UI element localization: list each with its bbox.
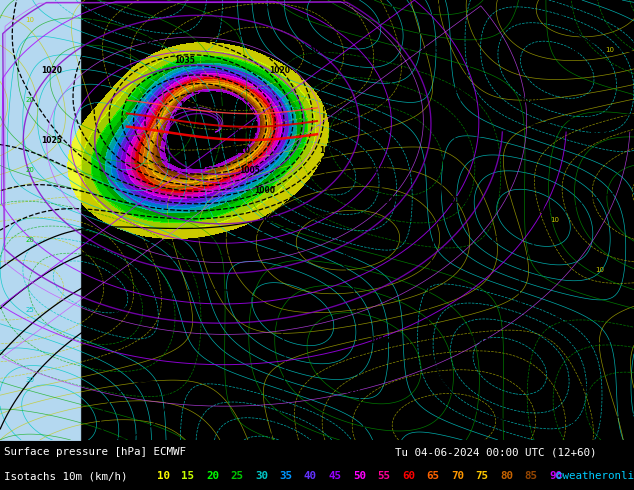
Text: 1010: 1010: [339, 386, 361, 394]
Text: 25: 25: [25, 307, 34, 313]
Text: 1010: 1010: [230, 146, 250, 154]
Text: 1020: 1020: [569, 46, 590, 54]
Text: 20: 20: [25, 237, 34, 243]
Text: 10: 10: [605, 47, 614, 53]
Text: 20: 20: [25, 97, 34, 103]
Text: 1025: 1025: [309, 46, 330, 54]
Text: 20: 20: [206, 471, 219, 481]
Text: 65: 65: [427, 471, 439, 481]
Text: 1010: 1010: [489, 236, 510, 245]
Text: 1020: 1020: [269, 66, 290, 74]
Text: 85: 85: [524, 471, 538, 481]
Text: 1005: 1005: [240, 166, 261, 174]
Text: 1015: 1015: [420, 46, 441, 54]
Text: 10: 10: [595, 267, 604, 273]
Text: Isotachs 10m (km/h): Isotachs 10m (km/h): [4, 471, 127, 481]
Text: 45: 45: [328, 471, 342, 481]
Text: 75: 75: [476, 471, 489, 481]
Text: 70: 70: [451, 471, 464, 481]
Text: 1015: 1015: [540, 205, 560, 215]
Text: Surface pressure [hPa] ECMWF: Surface pressure [hPa] ECMWF: [4, 447, 186, 457]
Text: 60: 60: [402, 471, 415, 481]
Text: 1050: 1050: [179, 100, 200, 109]
Text: 1005: 1005: [370, 166, 391, 174]
Text: 1010: 1010: [380, 196, 401, 204]
Text: 1010: 1010: [450, 196, 470, 204]
Text: 1025: 1025: [42, 136, 62, 145]
Text: 20: 20: [25, 167, 34, 173]
Text: 30: 30: [25, 377, 34, 383]
Text: 10: 10: [25, 17, 34, 23]
Text: 30: 30: [255, 471, 268, 481]
Text: 1015: 1015: [370, 336, 391, 344]
Text: 1005: 1005: [320, 146, 340, 154]
Text: 990: 990: [272, 241, 288, 249]
Text: 1005: 1005: [365, 125, 385, 134]
Text: 1015: 1015: [210, 105, 230, 115]
Text: 1000: 1000: [254, 186, 276, 195]
Text: 1010: 1010: [569, 386, 590, 394]
Text: 1015: 1015: [450, 85, 470, 95]
Text: 10: 10: [550, 217, 559, 223]
Text: 15: 15: [181, 471, 195, 481]
Text: 40: 40: [304, 471, 317, 481]
Text: 55: 55: [377, 471, 391, 481]
Text: 1015: 1015: [590, 125, 611, 134]
Text: ©weatheronline.co.uk: ©weatheronline.co.uk: [556, 471, 634, 481]
Text: 1015: 1015: [470, 336, 491, 344]
Text: 1015: 1015: [219, 125, 240, 134]
Text: 1020: 1020: [41, 66, 63, 74]
Polygon shape: [0, 0, 80, 440]
Text: 80: 80: [500, 471, 513, 481]
Text: 90: 90: [549, 471, 562, 481]
Text: 1035: 1035: [174, 55, 195, 65]
Text: 995: 995: [342, 250, 358, 260]
Text: 25: 25: [231, 471, 243, 481]
Text: 10: 10: [157, 471, 170, 481]
Text: 1025: 1025: [139, 35, 160, 45]
Text: 35: 35: [280, 471, 292, 481]
Text: Tu 04-06-2024 00:00 UTC (12+60): Tu 04-06-2024 00:00 UTC (12+60): [395, 447, 597, 457]
Text: 1010: 1010: [519, 96, 541, 104]
Text: 995: 995: [262, 216, 278, 224]
Text: 50: 50: [353, 471, 366, 481]
Text: 1015: 1015: [550, 316, 571, 324]
